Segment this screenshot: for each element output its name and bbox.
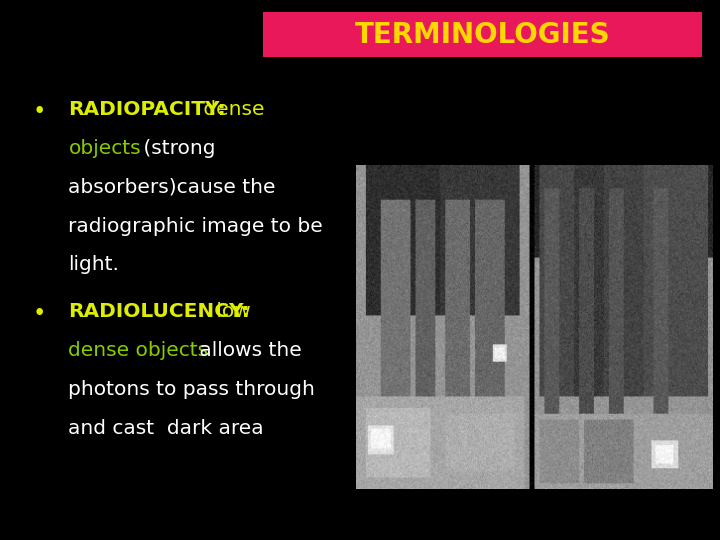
Text: low: low bbox=[210, 302, 251, 321]
FancyBboxPatch shape bbox=[263, 12, 702, 57]
Text: and cast  dark area: and cast dark area bbox=[68, 419, 264, 438]
Text: •: • bbox=[32, 302, 46, 326]
Text: RADIOLUCENCY:: RADIOLUCENCY: bbox=[68, 302, 250, 321]
Text: objects: objects bbox=[68, 139, 141, 158]
Text: photons to pass through: photons to pass through bbox=[68, 380, 315, 399]
Text: radiographic image to be: radiographic image to be bbox=[68, 217, 323, 235]
Text: (strong: (strong bbox=[137, 139, 215, 158]
Text: light.: light. bbox=[68, 255, 120, 274]
Text: allows the: allows the bbox=[193, 341, 302, 360]
Text: dense objects: dense objects bbox=[68, 341, 209, 360]
Text: TERMINOLOGIES: TERMINOLOGIES bbox=[354, 21, 611, 49]
Text: absorbers)cause the: absorbers)cause the bbox=[68, 178, 276, 197]
Text: RADIOPACITY:: RADIOPACITY: bbox=[68, 100, 226, 119]
Text: dense: dense bbox=[197, 100, 264, 119]
Text: •: • bbox=[32, 100, 46, 123]
